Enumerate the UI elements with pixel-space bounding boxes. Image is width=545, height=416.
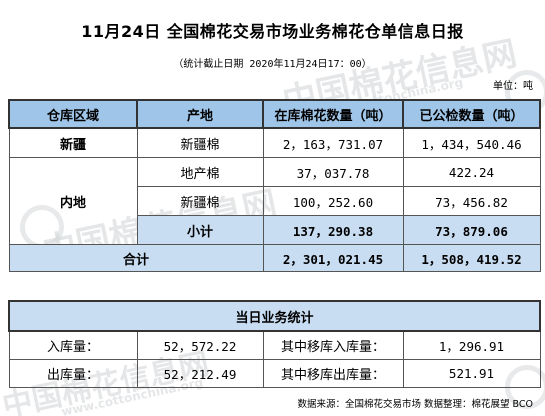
subtotal-label: 小计 — [136, 215, 264, 245]
transfer-inbound-value: 1，296.91 — [402, 330, 541, 360]
table-row: 新疆 新疆棉 2，163，731.07 1，434，540.46 — [8, 127, 541, 158]
subtotal-row: 小计 137，290.38 73，879.06 — [9, 215, 541, 245]
origin-cell: 新疆棉 — [136, 127, 264, 158]
transfer-inbound-label: 其中移库入库量： — [262, 330, 404, 360]
transfer-outbound-value: 521.91 — [402, 359, 541, 388]
outbound-label: 出库量： — [8, 359, 138, 388]
table-row: 出库量： 52，212.49 其中移库出库量： 521.91 — [8, 359, 541, 388]
table-row: 新疆棉 100，252.60 73，456.82 — [9, 186, 541, 216]
page-title: 11月24日 全国棉花交易市场业务棉花仓单信息日报 — [81, 22, 464, 41]
origin-cell: 新疆棉 — [136, 186, 264, 216]
inbound-value: 52，572.22 — [136, 330, 264, 360]
table-header-row: 仓库区域 产地 在库棉花数量（吨） 已公检数量（吨） — [8, 99, 541, 129]
daily-stats-header: 当日业务统计 — [7, 300, 542, 332]
origin-cell: 地产棉 — [136, 157, 264, 187]
total-inspected: 1，508，419.52 — [402, 244, 541, 272]
transfer-outbound-label: 其中移库出库量： — [262, 359, 404, 388]
report-date: （统计截止日期 2020年11月24日17：00） — [173, 59, 372, 70]
inspected-cell: 422.24 — [402, 157, 541, 187]
outbound-value: 52，212.49 — [136, 359, 264, 388]
region-inland: 内地 — [8, 157, 138, 245]
unit-label: 单位：吨 — [493, 81, 533, 92]
table-row: 入库量： 52，572.22 其中移库入库量： 1，296.91 — [8, 330, 541, 360]
total-row: 合计 2，301，021.45 1，508，419.52 — [8, 244, 541, 272]
table-row: 内地 地产棉 37，037.78 422.24 — [8, 157, 541, 245]
header-region: 仓库区域 — [8, 99, 138, 129]
in-stock-cell: 37，037.78 — [262, 157, 404, 187]
total-in-stock: 2，301，021.45 — [262, 244, 404, 272]
header-inspected: 已公检数量（吨） — [402, 99, 541, 129]
in-stock-cell: 100，252.60 — [262, 186, 404, 216]
header-in-stock: 在库棉花数量（吨） — [262, 99, 404, 129]
region-xinjiang: 新疆 — [8, 127, 138, 158]
in-stock-cell: 2，163，731.07 — [262, 127, 404, 158]
daily-stats-table: 当日业务统计 入库量： 52，572.22 其中移库入库量： 1，296.91 … — [7, 300, 542, 388]
data-source-footer: 数据来源：全国棉花交易市场 数据整理：棉花展望 BCO — [297, 399, 533, 410]
warehouse-receipt-table: 仓库区域 产地 在库棉花数量（吨） 已公检数量（吨） 新疆 新疆棉 2，163，… — [8, 99, 541, 272]
header-origin: 产地 — [136, 99, 264, 129]
subtotal-in-stock: 137，290.38 — [262, 215, 404, 245]
daily-stats-header-row: 当日业务统计 — [7, 300, 542, 332]
total-label: 合计 — [8, 244, 264, 272]
inspected-cell: 1，434，540.46 — [402, 127, 541, 158]
inbound-label: 入库量： — [8, 330, 138, 360]
inspected-cell: 73，456.82 — [402, 186, 541, 216]
subtotal-inspected: 73，879.06 — [402, 215, 541, 245]
